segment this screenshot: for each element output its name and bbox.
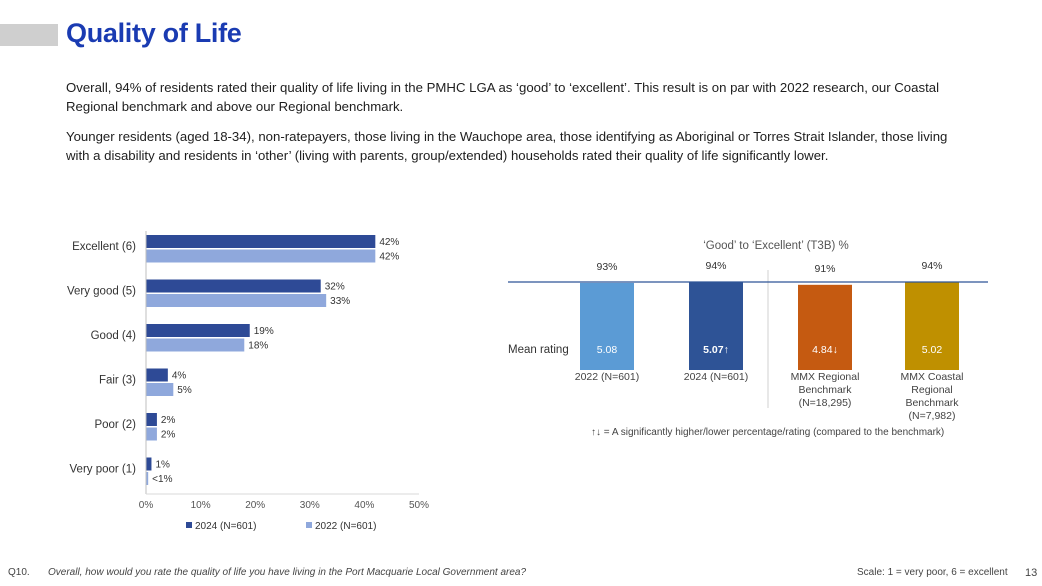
x-tick-label: 40% — [354, 500, 374, 511]
category-label: Benchmark — [798, 384, 852, 396]
mean-rating: 5.02 — [922, 344, 943, 356]
category-label: (N=7,982) — [909, 410, 956, 422]
bar-2022 — [146, 294, 327, 307]
value-label: 94% — [705, 260, 726, 272]
data-label: 4% — [172, 371, 187, 382]
mean-rating: 4.84↓ — [812, 344, 838, 356]
value-label: 94% — [921, 260, 942, 272]
data-label: 32% — [325, 282, 345, 293]
category-label: MMX Regional — [791, 371, 860, 383]
category-label: Excellent (6) — [72, 241, 136, 253]
category-label: Good (4) — [91, 330, 137, 342]
x-tick-label: 30% — [300, 500, 320, 511]
legend-swatch — [306, 522, 312, 528]
data-label: 2% — [161, 415, 176, 426]
bar — [905, 282, 959, 370]
category-label: Poor (2) — [94, 419, 136, 431]
data-label: 42% — [379, 252, 399, 263]
bar-2022 — [146, 472, 149, 485]
category-label: Regional — [911, 384, 952, 396]
data-label: 1% — [155, 460, 170, 471]
x-tick-label: 10% — [191, 500, 211, 511]
bar-2022 — [146, 249, 376, 263]
legend-label: 2022 (N=601) — [315, 521, 376, 532]
significance-note: ↑↓ = A significantly higher/lower percen… — [591, 427, 944, 438]
category-label: Very poor (1) — [70, 464, 137, 476]
bar — [798, 284, 852, 370]
mean-rating-label: Mean rating — [508, 344, 569, 356]
chart-title: ‘Good’ to ‘Excellent’ (T3B) % — [703, 240, 849, 252]
bar — [689, 282, 743, 370]
subgroup-paragraph: Younger residents (aged 18-34), non-rate… — [66, 129, 948, 163]
value-label: 93% — [596, 261, 617, 273]
t3b-comparison-chart: ‘Good’ to ‘Excellent’ (T3B) % 93% 5.08 2022… — [508, 240, 988, 438]
category-label: 2024 (N=601) — [684, 371, 749, 383]
legend-label: 2024 (N=601) — [195, 521, 256, 532]
data-label: 2% — [161, 430, 176, 441]
question-text: Overall, how would you rate the quality … — [48, 567, 527, 578]
bar-2022 — [146, 383, 174, 396]
bar-2022 — [146, 427, 157, 441]
data-label: 5% — [177, 385, 192, 396]
x-tick-label: 0% — [139, 500, 154, 511]
mean-rating: 5.08 — [597, 344, 618, 356]
mean-rating: 5.07↑ — [703, 344, 729, 356]
page-title: Quality of Life — [66, 18, 242, 48]
data-label: 42% — [379, 237, 399, 248]
category-label: (N=18,295) — [799, 397, 852, 409]
quality-of-life-distribution-chart: Excellent (6) 42% 42% Very good (5) 32% 33% Go… — [67, 231, 429, 532]
bar-2024 — [146, 368, 168, 382]
data-label: 19% — [254, 326, 274, 337]
page-number: 13 — [1025, 567, 1038, 579]
data-label: 33% — [330, 296, 350, 307]
scale-note: Scale: 1 = very poor, 6 = excellent — [857, 567, 1008, 578]
x-tick-label: 20% — [245, 500, 265, 511]
data-label: <1% — [152, 474, 172, 485]
x-tick-label: 50% — [409, 500, 429, 511]
data-label: 18% — [248, 341, 268, 352]
bar-2024 — [146, 457, 152, 471]
bar-2024 — [146, 324, 250, 337]
bar-2022 — [146, 338, 245, 352]
category-label: 2022 (N=601) — [575, 371, 640, 383]
bar-2024 — [146, 413, 157, 426]
legend-swatch — [186, 522, 192, 528]
bar-2024 — [146, 235, 376, 248]
question-number: Q10. — [8, 567, 30, 578]
value-label: 91% — [814, 263, 835, 275]
category-label: Fair (3) — [99, 375, 136, 387]
category-label: MMX Coastal — [900, 371, 963, 383]
decorative-header-bar — [0, 24, 58, 46]
bar-2024 — [146, 279, 321, 293]
question-footnote: Q10. Overall, how would you rate the qual… — [8, 567, 526, 578]
category-label: Very good (5) — [67, 286, 136, 298]
bar — [580, 282, 634, 370]
summary-paragraph: Overall, 94% of residents rated their qu… — [66, 80, 940, 114]
category-label: Benchmark — [905, 397, 959, 409]
